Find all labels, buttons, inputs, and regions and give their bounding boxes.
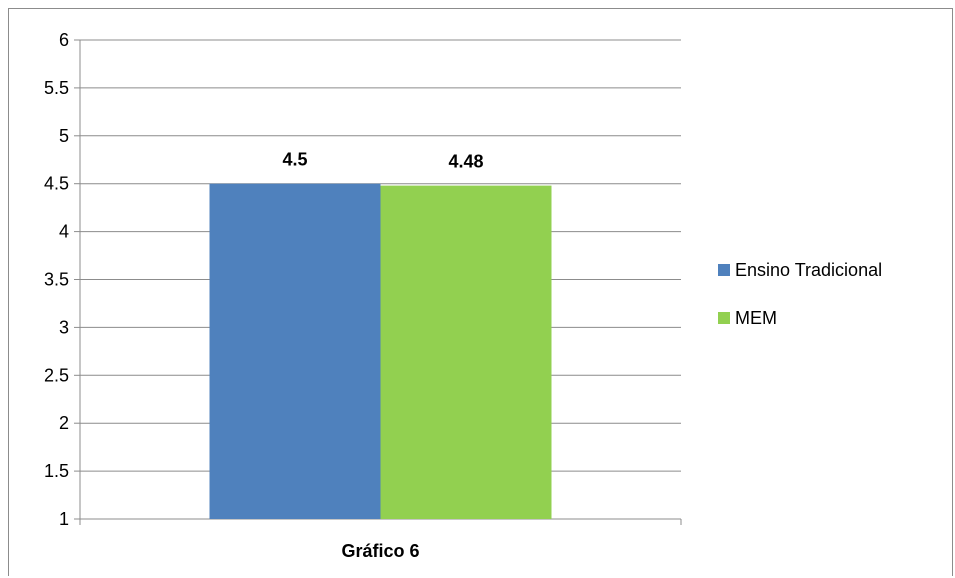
y-tick-label: 5 bbox=[59, 126, 69, 146]
data-label: 4.48 bbox=[448, 152, 483, 172]
legend-label: Ensino Tradicional bbox=[735, 260, 882, 280]
chart-frame bbox=[8, 8, 953, 576]
y-tick-label: 3.5 bbox=[44, 270, 69, 290]
legend-label: MEM bbox=[735, 308, 777, 328]
y-tick-label: 6 bbox=[59, 30, 69, 50]
y-tick-label: 1.5 bbox=[44, 461, 69, 481]
legend-swatch bbox=[718, 264, 730, 276]
bar bbox=[209, 183, 381, 519]
y-tick-label: 2 bbox=[59, 413, 69, 433]
y-axis-ticks: 1 1.5 2 2.5 3 3.5 4 4.5 5 5.5 6 bbox=[44, 30, 80, 529]
y-tick-label: 4.5 bbox=[44, 174, 69, 194]
data-labels: 4.5 4.48 bbox=[282, 150, 483, 172]
y-tick-label: 3 bbox=[59, 317, 69, 337]
bars bbox=[209, 183, 552, 519]
legend: Ensino Tradicional MEM bbox=[718, 260, 882, 328]
y-tick-label: 5.5 bbox=[44, 78, 69, 98]
y-tick-label: 4 bbox=[59, 222, 69, 242]
y-tick-label: 2.5 bbox=[44, 365, 69, 385]
x-axis-categories: Gráfico 6 bbox=[341, 541, 419, 561]
x-category-label: Gráfico 6 bbox=[341, 541, 419, 561]
bar bbox=[380, 185, 552, 519]
data-label: 4.5 bbox=[282, 150, 307, 170]
y-tick-label: 1 bbox=[59, 509, 69, 529]
legend-swatch bbox=[718, 312, 730, 324]
